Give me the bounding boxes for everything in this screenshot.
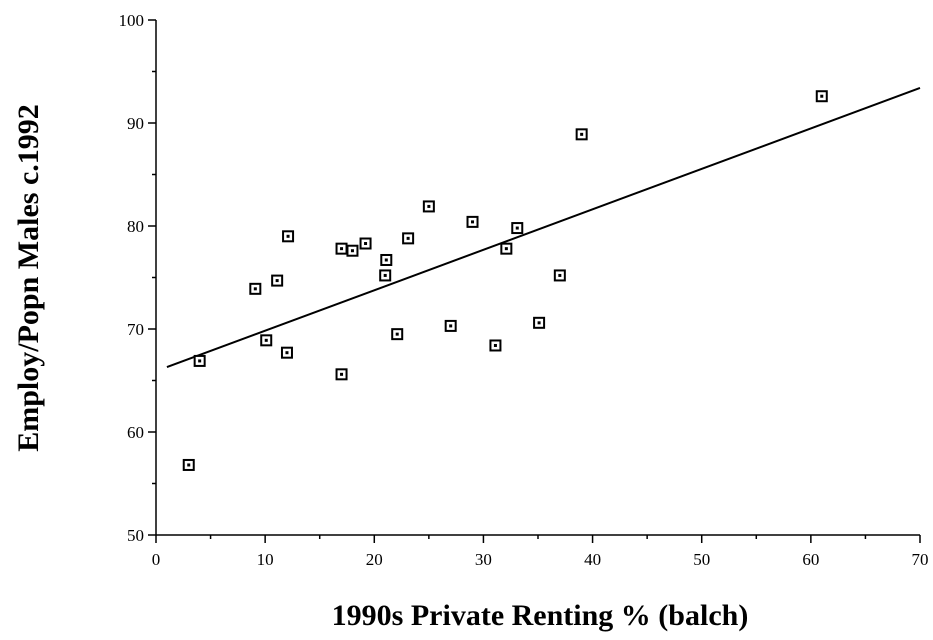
point (346, 244, 359, 257)
point (182, 458, 195, 471)
trend-line (166, 87, 921, 369)
point (422, 200, 435, 213)
y-tick-label: 80 (127, 217, 144, 236)
x-tick-label: 30 (475, 550, 492, 569)
point (193, 354, 206, 367)
point (335, 368, 348, 381)
y-tick-label: 100 (119, 11, 145, 30)
point (380, 253, 393, 266)
y-tick-label: 70 (127, 320, 144, 339)
x-tick-label: 50 (693, 550, 710, 569)
point (379, 269, 392, 282)
x-tick-label: 10 (257, 550, 274, 569)
point (533, 316, 546, 329)
x-tick-label: 0 (152, 550, 161, 569)
x-tick-label: 20 (366, 550, 383, 569)
point (249, 282, 262, 295)
point (553, 269, 566, 282)
point (335, 242, 348, 255)
point (489, 339, 502, 352)
x-tick-label: 40 (584, 550, 601, 569)
point (271, 274, 284, 287)
point (402, 232, 415, 245)
y-tick-label: 60 (127, 423, 144, 442)
point (511, 222, 524, 235)
y-axis-label: Employ/Popn Males c.1992 (12, 104, 45, 452)
x-tick-label: 70 (912, 550, 929, 569)
point (280, 346, 293, 359)
point (260, 334, 273, 347)
y-tick-label: 90 (127, 114, 144, 133)
point (282, 230, 295, 243)
point (815, 90, 828, 103)
point (391, 328, 404, 341)
point (359, 237, 372, 250)
point (444, 319, 457, 332)
point (500, 242, 513, 255)
y-tick-label: 50 (127, 526, 144, 545)
x-tick-label: 60 (802, 550, 819, 569)
point (575, 128, 588, 141)
point (466, 215, 479, 228)
x-axis-label: 1990s Private Renting % (balch) (332, 599, 749, 632)
